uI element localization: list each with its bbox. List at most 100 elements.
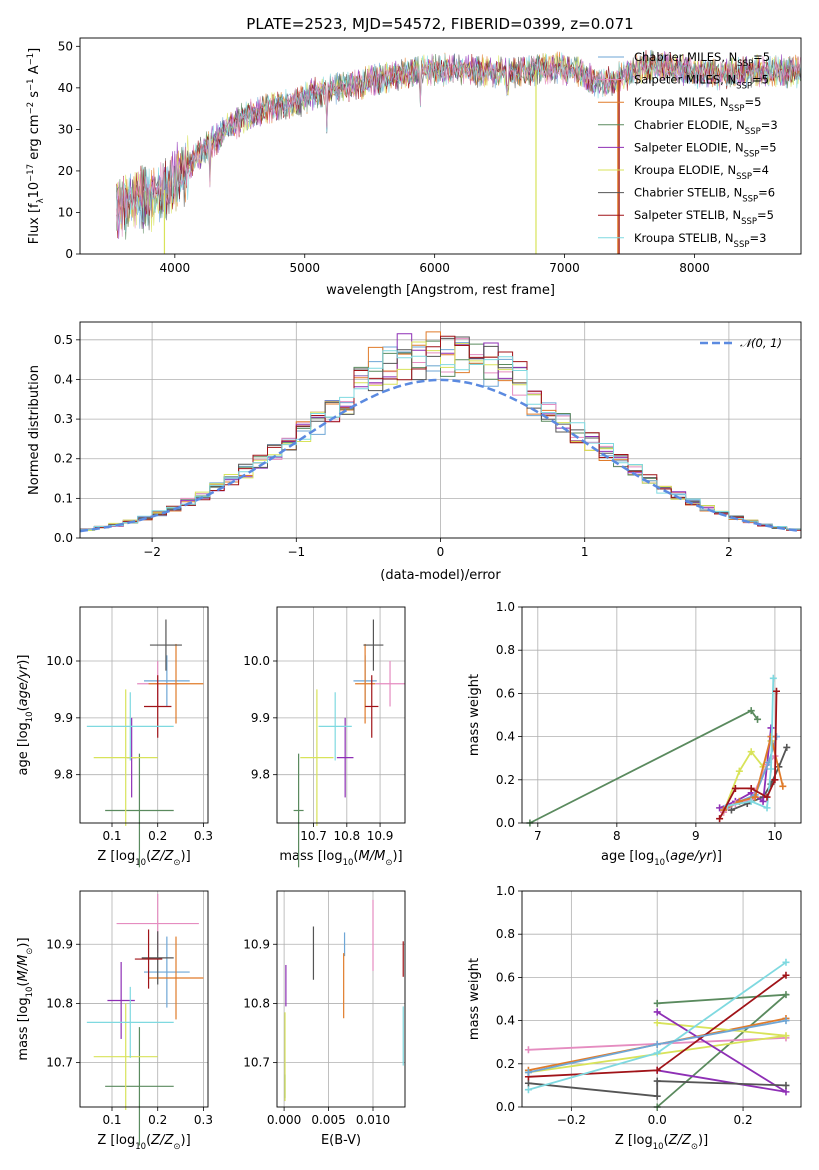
- spectrum-legend: Chabrier MILES, NSSP=5 Salpeter MILES, NS…: [598, 50, 778, 250]
- weight-marker: [747, 707, 755, 715]
- y-tick-label: 40: [58, 81, 73, 95]
- weight-marker: [524, 1079, 532, 1087]
- weight-line-chabrier-stelib: [731, 747, 788, 811]
- spectrum-frame: [79, 37, 802, 255]
- x-tick-label: 0.3: [194, 829, 213, 843]
- y-tick-label: 10.9: [46, 937, 73, 951]
- y-tick-label: 50: [58, 39, 73, 53]
- x-tick-label: 0.2: [148, 829, 167, 843]
- y-tick-label: 9.9: [251, 711, 270, 725]
- mass-vs-Z-panel-ylabel: mass [log10(M/M⊙)]: [16, 937, 35, 1060]
- weight-marker: [731, 784, 739, 792]
- figure-title: PLATE=2523, MJD=54572, FIBERID=0399, z=0…: [246, 15, 633, 33]
- y-tick-label: 10.9: [243, 937, 270, 951]
- x-tick-label: 10.8: [333, 829, 360, 843]
- weight-marker: [751, 793, 759, 801]
- x-tick-label: 0: [437, 545, 445, 559]
- weight-marker: [769, 674, 777, 682]
- x-tick-label: 0.0: [648, 1113, 667, 1127]
- histogram-ylabel: Normed distribution: [27, 365, 42, 495]
- weight-marker: [653, 1049, 661, 1057]
- x-tick-label: 4000: [160, 261, 191, 275]
- weight-vs-age-panel-ylabel: mass weight: [467, 674, 482, 756]
- weight-marker: [653, 1077, 661, 1085]
- y-tick-label: 0.2: [496, 1057, 515, 1071]
- spectrum-panel: 4000 5000 6000 7000 8000 0 10 20 30 40 50 wavelengt…: [26, 39, 801, 298]
- weight-marker: [783, 743, 791, 751]
- legend-label: Kroupa STELIB, NSSP=3: [634, 231, 766, 250]
- weight-marker: [727, 806, 735, 814]
- legend-label: Salpeter ELODIE, NSSP=5: [634, 140, 777, 159]
- weight-vs-Z-frame: [521, 890, 802, 1108]
- age-vs-mass-frame: [276, 606, 406, 824]
- spectrum-line-salpeter-miles: [116, 52, 801, 237]
- x-tick-label: 10.7: [300, 829, 327, 843]
- y-tick-label: 9.8: [251, 768, 270, 782]
- weight-marker: [653, 1040, 661, 1048]
- legend-label: Salpeter STELIB, NSSP=5: [634, 208, 774, 227]
- weight-vs-Z-panel-xlabel: Z [log10(Z/Z⊙)]: [615, 1133, 708, 1152]
- y-tick-label: 0.1: [54, 491, 73, 505]
- weight-marker: [524, 1086, 532, 1094]
- spectrum-line-kroupa-stelib: [116, 50, 801, 232]
- y-tick-label: 0.0: [496, 816, 515, 830]
- y-tick-label: 10.7: [243, 1056, 270, 1070]
- weight-marker: [653, 999, 661, 1007]
- mass-vs-ebv-panel-xlabel: E(B-V): [321, 1133, 361, 1148]
- weight-marker: [759, 797, 767, 805]
- weight-marker: [653, 1019, 661, 1027]
- weight-marker: [524, 1068, 532, 1076]
- y-tick-label: 0.2: [54, 452, 73, 466]
- legend-label: Salpeter MILES, NSSP=5: [634, 73, 769, 92]
- y-tick-label: 0.3: [54, 412, 73, 426]
- weight-marker: [716, 804, 724, 812]
- x-tick-label: 10.9: [367, 829, 394, 843]
- x-tick-label: 0.3: [194, 1113, 213, 1127]
- age-vs-mass-panel-xlabel: mass [log10(M/M⊙)]: [279, 849, 402, 868]
- x-tick-label: 0.000: [267, 1113, 301, 1127]
- legend-label: Kroupa MILES, NSSP=5: [634, 95, 761, 114]
- y-tick-label: 0.4: [54, 372, 73, 386]
- x-tick-label: 0.010: [356, 1113, 390, 1127]
- y-tick-label: 1.0: [496, 884, 515, 898]
- x-tick-label: 0.1: [102, 1113, 121, 1127]
- weight-marker: [653, 1092, 661, 1100]
- y-tick-label: 10.7: [46, 1056, 73, 1070]
- weight-marker: [767, 765, 775, 773]
- weight-marker: [716, 815, 724, 823]
- weight-marker: [763, 804, 771, 812]
- mass-vs-Z-panel-xlabel: Z [log10(Z/Z⊙)]: [97, 1133, 190, 1152]
- x-tick-label: −0.2: [557, 1113, 586, 1127]
- x-tick-label: 5000: [289, 261, 320, 275]
- y-tick-label: 10.8: [243, 996, 270, 1010]
- x-tick-label: 10: [767, 829, 782, 843]
- weight-marker: [763, 793, 771, 801]
- y-tick-label: 10.0: [243, 654, 270, 668]
- legend-label: Chabrier STELIB, NSSP=6: [634, 186, 775, 205]
- weight-marker: [782, 971, 790, 979]
- y-tick-label: 0.0: [496, 1100, 515, 1114]
- weight-marker: [782, 958, 790, 966]
- x-tick-label: 7000: [549, 261, 580, 275]
- mass-vs-Z-panel: 0.1 0.2 0.3 10.7 10.8 10.9 Z [log10(Z/Z⊙)] mass…: [16, 891, 213, 1152]
- spectrum-line-chabrier-stelib: [116, 51, 801, 231]
- weight-vs-age-panel-xlabel: age [log10(age/yr)]: [601, 849, 722, 868]
- weight-line-chabrier-stelib: [528, 1080, 787, 1098]
- x-tick-label: 0.005: [311, 1113, 345, 1127]
- x-tick-label: 0.1: [102, 829, 121, 843]
- weight-marker: [653, 1008, 661, 1016]
- weight-marker: [735, 767, 743, 775]
- x-tick-label: 1: [581, 545, 589, 559]
- weight-marker: [782, 1081, 790, 1089]
- legend-label: 𝒩(0, 1): [740, 336, 782, 350]
- x-tick-label: −1: [287, 545, 305, 559]
- y-tick-label: 9.8: [54, 768, 73, 782]
- y-tick-label: 10.0: [46, 654, 73, 668]
- weight-marker: [782, 1032, 790, 1040]
- weight-marker: [524, 1046, 532, 1054]
- weight-vs-Z-panel-ylabel: mass weight: [467, 958, 482, 1040]
- age-vs-Z-panel-ylabel: age [log10(age/yr)]: [16, 655, 35, 776]
- x-tick-label: 2: [725, 545, 733, 559]
- legend-label: Kroupa ELODIE, NSSP=4: [634, 163, 769, 182]
